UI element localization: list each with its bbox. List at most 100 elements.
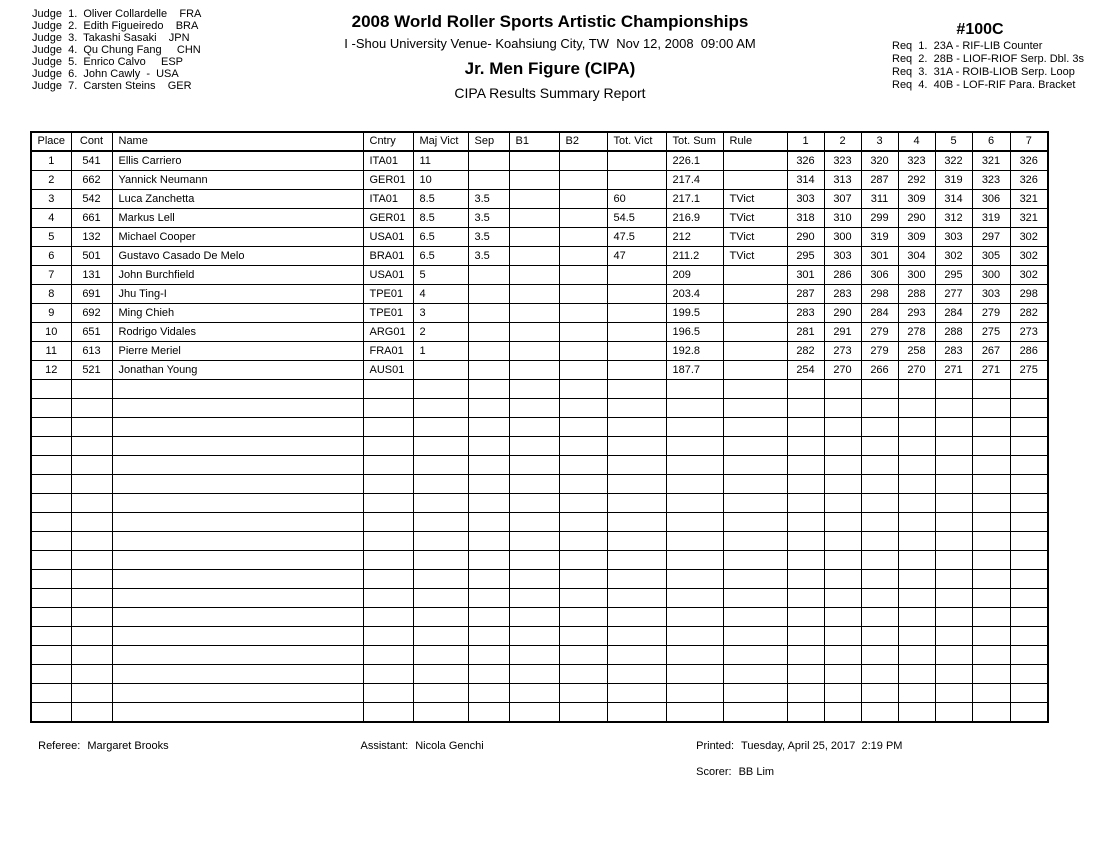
cell-cont xyxy=(70,455,113,475)
cell-tot_sum xyxy=(665,664,724,684)
cell-b1 xyxy=(508,588,560,608)
cell-j6: 267 xyxy=(971,341,1011,361)
cell-j6 xyxy=(971,436,1011,456)
cell-j4 xyxy=(897,607,936,627)
cell-j5: 322 xyxy=(934,150,973,171)
cell-j3: 320 xyxy=(860,150,899,171)
empty-row xyxy=(30,512,1049,532)
cell-j6 xyxy=(971,702,1011,723)
cell-j7 xyxy=(1009,588,1049,608)
judge-line-7: Judge 7. Carsten Steins GER xyxy=(32,80,192,92)
cell-tot_sum xyxy=(665,474,724,494)
cell-b1 xyxy=(508,569,560,589)
empty-row xyxy=(30,664,1049,684)
cell-rule xyxy=(722,303,788,323)
cell-cont: 542 xyxy=(70,189,113,209)
cell-j5 xyxy=(934,531,973,551)
cell-maj_vict xyxy=(412,474,469,494)
cell-place: 11 xyxy=(30,341,72,361)
cell-tot_sum xyxy=(665,455,724,475)
cell-rule xyxy=(722,702,788,723)
cell-j4 xyxy=(897,550,936,570)
cell-maj_vict xyxy=(412,683,469,703)
cell-b1 xyxy=(508,208,560,228)
cell-sep xyxy=(467,683,510,703)
cell-j1 xyxy=(786,417,825,437)
cell-maj_vict xyxy=(412,664,469,684)
cell-name xyxy=(111,417,364,437)
cell-b2 xyxy=(558,322,608,342)
cell-j5 xyxy=(934,683,973,703)
cell-j6: 297 xyxy=(971,227,1011,247)
empty-row xyxy=(30,702,1049,723)
cell-tot_sum xyxy=(665,569,724,589)
cell-tot_sum xyxy=(665,379,724,399)
col-header-j2: 2 xyxy=(823,131,862,152)
cell-j4: 292 xyxy=(897,170,936,190)
cell-maj_vict xyxy=(412,569,469,589)
cell-j2 xyxy=(823,379,862,399)
result-row: 3 542 Luca Zanchetta ITA01 8.5 3.5 60 217.1 TVic… xyxy=(30,189,1049,209)
cell-j1: 282 xyxy=(786,341,825,361)
cell-tot_vict xyxy=(606,398,667,418)
cell-sep xyxy=(467,379,510,399)
cell-cntry: USA01 xyxy=(362,227,414,247)
cell-b2 xyxy=(558,702,608,723)
cell-j1: 283 xyxy=(786,303,825,323)
cell-sep xyxy=(467,303,510,323)
cell-tot_vict xyxy=(606,512,667,532)
cell-b2 xyxy=(558,189,608,209)
referee-line: Referee: Margaret Brooks xyxy=(32,728,169,752)
cell-j3 xyxy=(860,398,899,418)
cell-j5 xyxy=(934,417,973,437)
cell-j7 xyxy=(1009,398,1049,418)
cell-j5: 303 xyxy=(934,227,973,247)
cell-rule xyxy=(722,645,788,665)
cell-j4: 304 xyxy=(897,246,936,266)
cell-j4: 300 xyxy=(897,265,936,285)
cell-j4: 323 xyxy=(897,150,936,171)
cell-b1 xyxy=(508,170,560,190)
cell-cont xyxy=(70,550,113,570)
cell-place xyxy=(30,512,72,532)
cell-b2 xyxy=(558,170,608,190)
empty-row xyxy=(30,569,1049,589)
cell-b2 xyxy=(558,683,608,703)
assistant-label: Assistant: xyxy=(360,740,409,752)
cell-place xyxy=(30,607,72,627)
cell-place: 3 xyxy=(30,189,72,209)
empty-row xyxy=(30,455,1049,475)
judge-line-6: Judge 6. John Cawly - USA xyxy=(32,68,179,80)
cell-cntry xyxy=(362,531,414,551)
cell-name xyxy=(111,683,364,703)
cell-j2: 300 xyxy=(823,227,862,247)
cell-j3: 298 xyxy=(860,284,899,304)
cell-place xyxy=(30,569,72,589)
cell-cont: 521 xyxy=(70,360,113,380)
cell-sep xyxy=(467,455,510,475)
cell-j6 xyxy=(971,626,1011,646)
cell-j7 xyxy=(1009,569,1049,589)
cell-j6: 303 xyxy=(971,284,1011,304)
cell-cntry xyxy=(362,474,414,494)
cell-rule xyxy=(722,436,788,456)
cell-cont: 132 xyxy=(70,227,113,247)
cell-tot_sum: 187.7 xyxy=(665,360,724,380)
cell-j5: 271 xyxy=(934,360,973,380)
cell-b1 xyxy=(508,379,560,399)
cell-j5 xyxy=(934,626,973,646)
cell-j6 xyxy=(971,512,1011,532)
cell-j7 xyxy=(1009,417,1049,437)
cell-j1 xyxy=(786,626,825,646)
cell-j6 xyxy=(971,379,1011,399)
cell-b1 xyxy=(508,303,560,323)
cell-j3 xyxy=(860,626,899,646)
cell-cntry xyxy=(362,569,414,589)
cell-j1: 290 xyxy=(786,227,825,247)
cell-j7 xyxy=(1009,683,1049,703)
cell-rule: TVict xyxy=(722,227,788,247)
col-header-b1: B1 xyxy=(508,131,560,152)
cell-maj_vict xyxy=(412,645,469,665)
cell-maj_vict: 6.5 xyxy=(412,246,469,266)
cell-tot_sum xyxy=(665,550,724,570)
